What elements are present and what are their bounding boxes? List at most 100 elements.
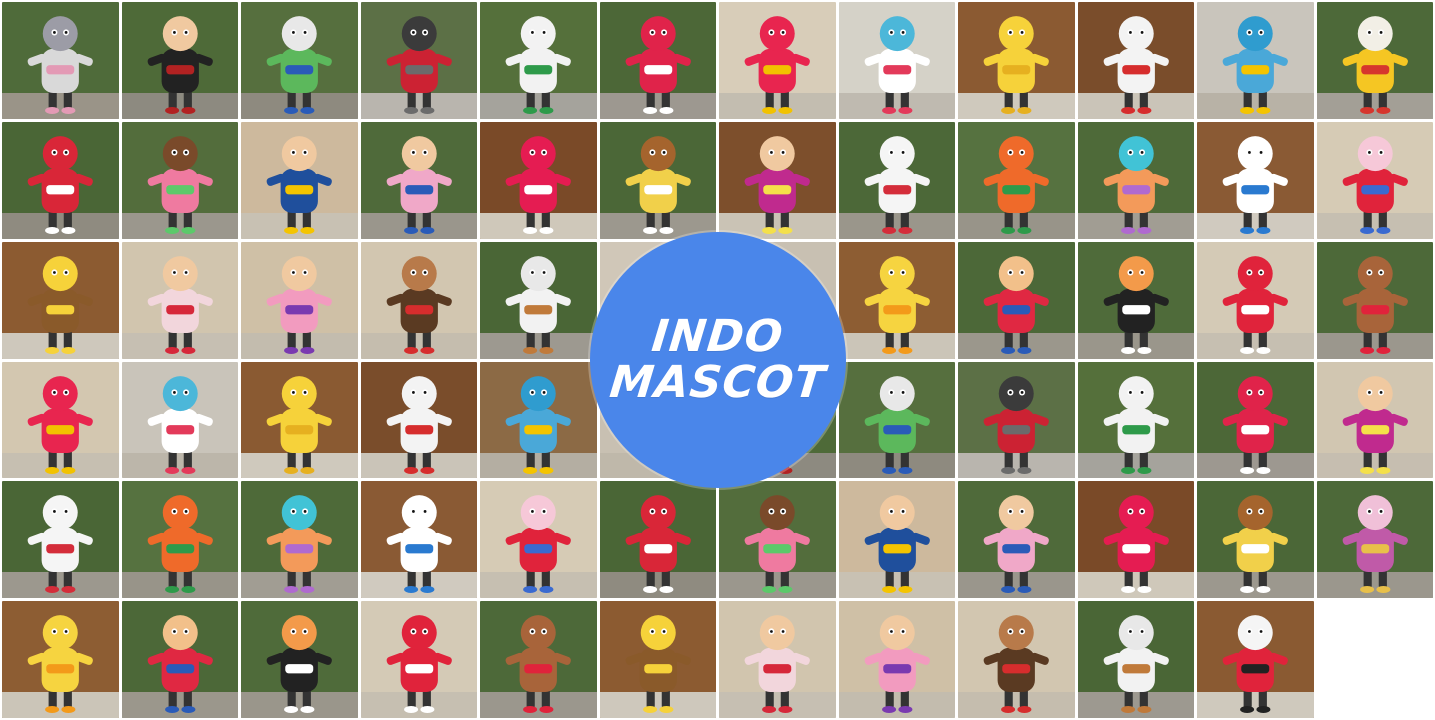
mascot-photo-tile: [719, 121, 836, 239]
mascot-right-leg: [1139, 88, 1148, 110]
mascot-right-shoe: [180, 226, 195, 234]
mascot-left-pupil: [1248, 390, 1251, 394]
tile-ground: [121, 452, 238, 479]
bottle-mascot: [505, 16, 571, 115]
mascot-left-arm: [983, 652, 1002, 666]
mascot-right-leg: [63, 328, 72, 350]
mascot-right-leg: [302, 208, 311, 230]
mascot-right-arm: [313, 293, 332, 306]
mascot-right-leg: [1258, 447, 1267, 469]
tile-ground: [838, 572, 955, 599]
tile-ground: [838, 332, 955, 359]
mascot-accent: [1121, 664, 1150, 674]
mascot-head: [42, 255, 78, 291]
tile-ground: [958, 452, 1075, 479]
mascot-photo-tile: [1197, 361, 1314, 479]
mascot-right-pupil: [1140, 390, 1143, 394]
mascot-left-leg: [646, 687, 655, 709]
mascot-head: [162, 615, 198, 651]
mascot-head: [162, 16, 198, 52]
mascot-right-arm: [1269, 413, 1288, 426]
mascot-left-shoe: [1120, 586, 1135, 594]
indo-mascot-logo-badge: INDO MASCOT: [590, 232, 846, 488]
tile-ground: [360, 692, 477, 718]
mascot-right-pupil: [64, 270, 68, 274]
tile-ground: [2, 212, 119, 239]
mascot-head: [1237, 16, 1273, 52]
chef-mascot: [625, 495, 691, 594]
mascot-left-shoe: [284, 706, 299, 714]
mascot-left-shoe: [1001, 226, 1016, 234]
mascot-left-pupil: [1367, 390, 1371, 394]
mascot-right-leg: [541, 88, 550, 110]
mascot-accent: [165, 184, 194, 195]
mascot-left-pupil: [1367, 150, 1371, 154]
mascot-left-arm: [27, 173, 46, 186]
mascot-right-pupil: [542, 390, 546, 394]
mascot-left-arm: [1342, 173, 1361, 186]
mascot-accent: [1121, 424, 1150, 434]
mascot-right-leg: [183, 88, 192, 110]
mascot-left-pupil: [172, 150, 176, 154]
mascot-left-arm: [147, 652, 166, 666]
tile-ground: [958, 572, 1075, 599]
duck-mascot: [27, 615, 93, 714]
mascot-right-arm: [791, 173, 810, 186]
mascot-left-shoe: [1359, 586, 1374, 594]
mascot-left-arm: [983, 173, 1002, 186]
goat-mascot: [505, 255, 571, 354]
mascot-right-shoe: [419, 706, 434, 714]
mascot-left-leg: [1243, 447, 1252, 469]
mascot-right-leg: [1378, 567, 1387, 589]
mascot-photo-tile: [241, 481, 358, 599]
mascot-right-shoe: [658, 586, 673, 594]
lion-mascot: [625, 135, 691, 234]
mascot-photo-tile: [360, 601, 477, 718]
hand-mascot: [983, 16, 1049, 115]
hand-mascot: [266, 375, 332, 474]
mascot-left-shoe: [45, 466, 60, 474]
mascot-right-shoe: [778, 586, 793, 594]
mascot-left-pupil: [1128, 270, 1132, 274]
mascot-right-leg: [422, 208, 431, 230]
mascot-head: [401, 255, 437, 291]
mascot-left-leg: [1124, 447, 1133, 469]
mascot-left-pupil: [292, 150, 295, 154]
mascot-right-shoe: [1375, 226, 1390, 234]
mascot-left-pupil: [889, 270, 893, 274]
mascot-left-leg: [1243, 567, 1252, 589]
mascot-right-shoe: [658, 226, 673, 234]
mascot-head: [401, 375, 437, 411]
mascot-left-shoe: [1359, 346, 1374, 354]
mascot-accent: [763, 664, 792, 674]
mascot-photo-tile: [1077, 361, 1194, 479]
mascot-left-arm: [1103, 652, 1122, 666]
mascot-right-pupil: [1259, 31, 1263, 34]
mascot-right-arm: [74, 293, 93, 306]
mascot-right-shoe: [419, 107, 434, 115]
mascot-left-shoe: [403, 586, 418, 594]
mascot-right-pupil: [781, 150, 785, 154]
tile-ground: [1077, 692, 1194, 718]
mascot-left-pupil: [770, 630, 773, 634]
mascot-right-leg: [422, 328, 431, 350]
mascot-right-shoe: [1256, 466, 1271, 474]
tile-ground: [1197, 452, 1314, 479]
tile-ground: [2, 572, 119, 599]
lion-mascot: [1222, 495, 1288, 594]
mascot-right-leg: [1139, 328, 1148, 350]
mascot-left-leg: [885, 88, 894, 110]
mascot-left-leg: [526, 687, 535, 709]
mascot-right-pupil: [1379, 390, 1382, 394]
mascot-left-leg: [1363, 447, 1372, 469]
tile-ground: [1077, 212, 1194, 239]
mascot-right-arm: [1269, 173, 1288, 186]
mascot-left-arm: [1103, 53, 1122, 66]
mascot-left-shoe: [762, 226, 777, 234]
tile-ground: [360, 572, 477, 599]
mascot-right-arm: [672, 173, 691, 186]
mascot-left-leg: [407, 567, 416, 589]
mascot-accent: [882, 544, 911, 554]
mascot-right-shoe: [1136, 107, 1151, 115]
